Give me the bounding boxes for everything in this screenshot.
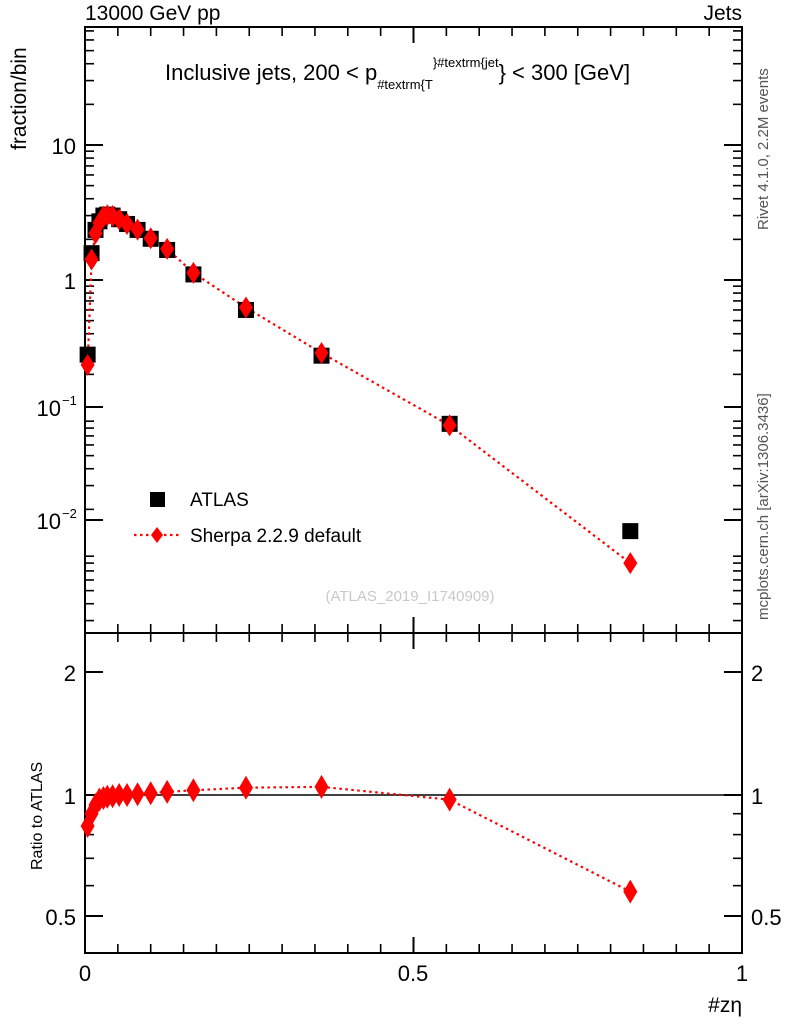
ratio-y-axis-label: Ratio to ATLAS	[29, 762, 46, 870]
main-panel-frame	[84, 26, 743, 634]
x-axis-tick-labels: 0 0.5 1	[79, 961, 748, 986]
ratio-panel-frame	[84, 632, 743, 954]
header-right: Jets	[703, 2, 742, 25]
legend-label-atlas: ATLAS	[190, 490, 249, 511]
xtick-label-1: 1	[736, 961, 748, 986]
ratio-ytick-2-left: 2	[64, 661, 76, 686]
main-y-axis-label: fraction/bin	[8, 47, 31, 150]
main-mc-markers	[80, 204, 638, 575]
legend: ATLAS Sherpa 2.2.9 default	[134, 490, 362, 547]
title-superscript: }#textrm{jet	[433, 55, 499, 70]
side-text-rivet: Rivet 4.1.0, 2.2M events	[755, 68, 772, 230]
legend-label-sherpa: Sherpa 2.2.9 default	[190, 526, 362, 547]
ytick-label-1: 1	[64, 269, 76, 294]
ratio-mc-markers	[80, 774, 638, 904]
ratio-ytick-05-right: 0.5	[751, 905, 782, 930]
ratio-ytick-minor	[85, 812, 742, 887]
ytick-exp-1e-2: −2	[62, 506, 77, 521]
header-left: 13000 GeV pp	[85, 2, 220, 25]
ytick-label-10: 10	[52, 134, 76, 159]
watermark-analysis-id: (ATLAS_2019_I1740909)	[325, 588, 494, 605]
main-data-markers	[79, 206, 639, 540]
main-xtick-marks	[84, 27, 743, 633]
ytick-label-1e-1: 10	[37, 396, 61, 421]
ratio-ytick-1-left: 1	[64, 784, 76, 809]
plot-title: Inclusive jets, 200 < p#textrm{T}#textrm…	[165, 55, 630, 92]
svg-text:Inclusive jets, 200 < p#textrm: Inclusive jets, 200 < p#textrm{T}#textrm…	[165, 55, 630, 92]
title-subscript: #textrm{T	[377, 77, 433, 92]
main-ytick-minor	[85, 30, 742, 622]
side-text-mcplots: mcplots.cern.ch [arXiv:1306.3436]	[755, 393, 772, 620]
ratio-xtick-marks	[84, 633, 743, 953]
legend-marker-atlas	[150, 492, 165, 507]
ytick-label-1e-2: 10	[37, 509, 61, 534]
legend-marker-sherpa	[151, 527, 163, 543]
ratio-ytick-2-right: 2	[751, 661, 763, 686]
ratio-ytick-marks	[85, 671, 742, 917]
ratio-ytick-labels: 2 1 0.5 2 1 0.5	[45, 661, 781, 930]
ytick-exp-1e-1: −1	[62, 393, 77, 408]
xtick-label-0: 0	[79, 961, 91, 986]
main-ytick-marks	[85, 144, 742, 521]
title-pre: Inclusive jets, 200 < p	[165, 60, 377, 85]
xtick-label-05: 0.5	[398, 961, 429, 986]
ratio-ytick-1-right: 1	[751, 784, 763, 809]
x-axis-label: #zη	[708, 994, 742, 1017]
ratio-mc-curve	[86, 785, 631, 893]
main-mc-curve	[86, 214, 631, 564]
main-ytick-labels: 10 1 10 −1 10 −2	[37, 134, 77, 534]
ratio-ytick-05-left: 0.5	[45, 905, 76, 930]
title-post: } < 300 [GeV]	[499, 60, 630, 85]
